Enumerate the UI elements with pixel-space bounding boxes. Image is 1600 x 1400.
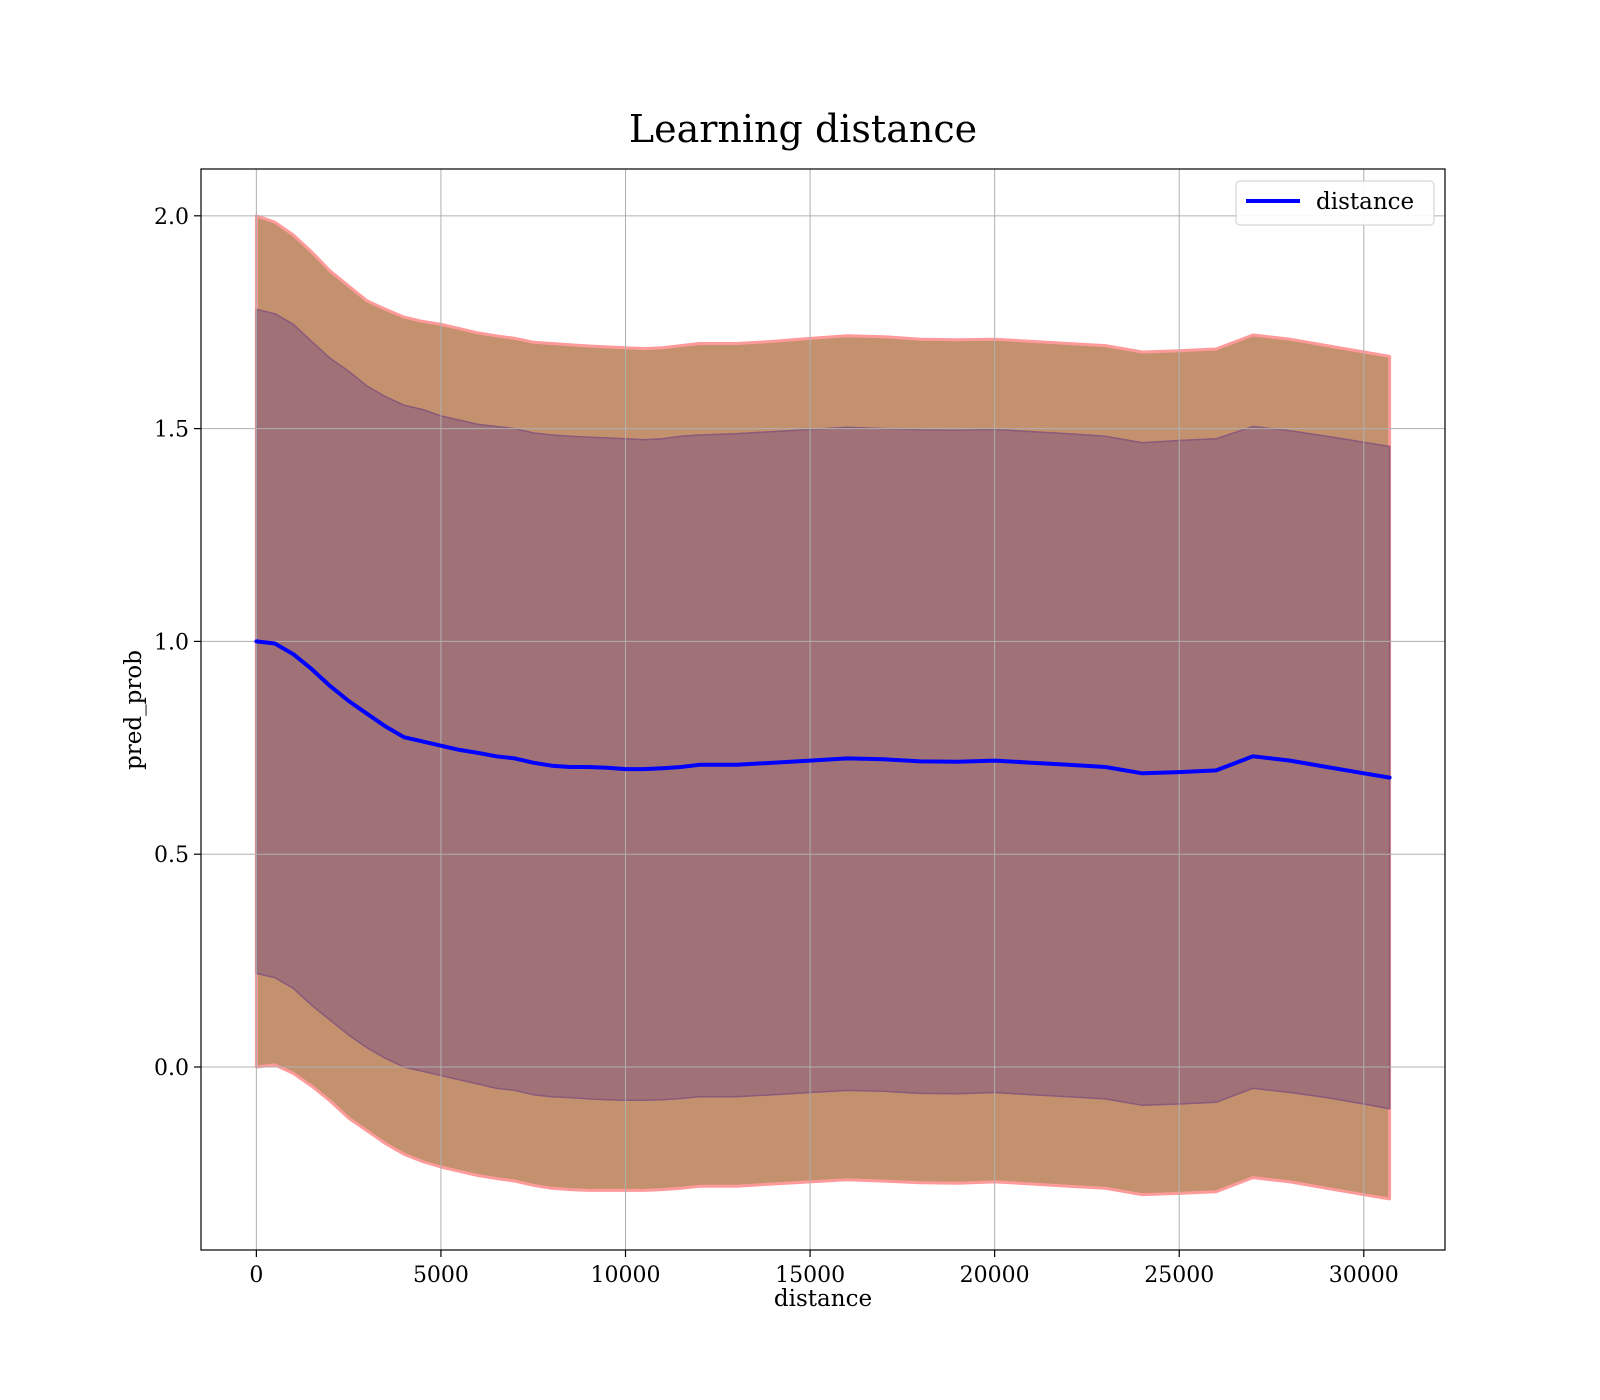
y-tick-label: 1.0 (154, 630, 189, 655)
y-tick-label: 0.0 (154, 1056, 189, 1081)
y-tick-label: 1.5 (154, 418, 189, 443)
legend-label-distance: distance (1316, 189, 1414, 215)
y-axis-label: pred_prob (121, 650, 147, 770)
legend-box (1235, 180, 1435, 226)
x-axis-ticks: 0 5000 10000 15000 20000 25000 30000 (249, 1250, 1399, 1288)
legend: distance (1235, 180, 1435, 226)
chart-title: Learning distance (629, 107, 977, 151)
x-axis-label: distance (774, 1286, 872, 1312)
grid-lines (201, 169, 1445, 1250)
series-lines (254, 639, 1392, 780)
x-tick-label: 20000 (960, 1263, 1030, 1288)
x-tick-label: 5000 (413, 1263, 469, 1288)
x-tick-label: 15000 (775, 1263, 845, 1288)
confidence-bands (254, 214, 1392, 1201)
y-axis-ticks: 0.0 0.5 1.0 1.5 2.0 (154, 205, 201, 1081)
plot-frame (200, 168, 1446, 1251)
y-tick-label: 2.0 (154, 205, 189, 230)
x-tick-label: 0 (249, 1263, 263, 1288)
series-line-distance (254, 639, 1392, 780)
x-tick-label: 25000 (1144, 1263, 1214, 1288)
x-tick-label: 30000 (1329, 1263, 1399, 1288)
x-tick-label: 10000 (591, 1263, 661, 1288)
y-tick-label: 0.5 (154, 843, 189, 868)
band-inner (255, 308, 1391, 1110)
